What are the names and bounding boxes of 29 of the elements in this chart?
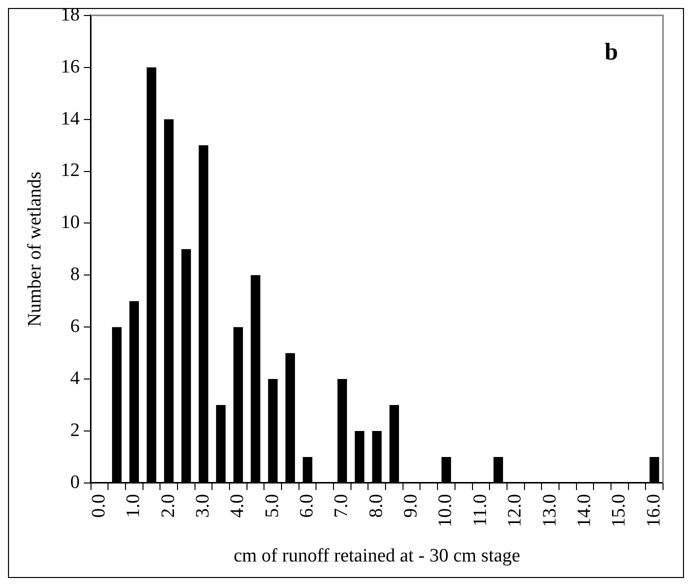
y-tick-label: 6 (70, 316, 80, 338)
x-axis-title: cm of runoff retained at - 30 cm stage (234, 546, 520, 567)
x-tick-label: 6.0 (296, 494, 318, 518)
x-tick-label: 11.0 (470, 494, 491, 526)
x-tick-label: 0.0 (88, 494, 110, 518)
x-tick-label: 9.0 (400, 494, 422, 518)
x-tick-label: 16.0 (643, 494, 664, 528)
x-tick-label: 1.0 (123, 494, 144, 518)
x-tick-label: 5.0 (262, 494, 283, 518)
x-tick-label: 8.0 (366, 494, 387, 518)
x-tick-label: 3.0 (192, 494, 214, 518)
x-tick-label: 12.0 (504, 494, 526, 528)
y-tick-label: 14 (60, 108, 80, 130)
y-tick-label: 2 (70, 420, 80, 441)
y-axis-title: Number of wetlands (24, 172, 46, 327)
y-tick-label: 10 (60, 212, 80, 234)
x-tick-label: 13.0 (539, 494, 560, 528)
annotation: b (604, 40, 618, 66)
x-tick-label: 10.0 (435, 494, 456, 528)
x-tick-label: 4.0 (227, 494, 248, 518)
x-tick-label: 2.0 (158, 494, 179, 518)
x-tick-label: 15.0 (608, 494, 630, 528)
y-tick-label: 0 (70, 472, 80, 493)
y-tick-label: 4 (70, 368, 80, 390)
y-tick-label: 8 (70, 264, 80, 286)
x-tick-label: 14.0 (574, 494, 595, 528)
x-tick-label: 7.0 (331, 494, 352, 518)
y-tick-label: 12 (60, 160, 80, 182)
y-tick-label: 16 (60, 56, 80, 78)
